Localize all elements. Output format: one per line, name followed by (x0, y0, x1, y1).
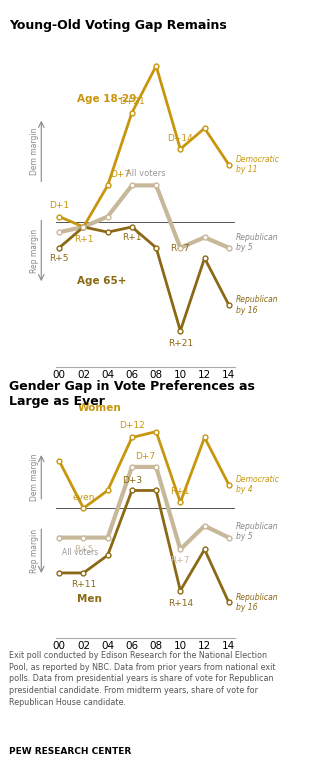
Text: D+3: D+3 (122, 475, 142, 485)
Text: Democratic
by 11: Democratic by 11 (236, 155, 280, 175)
Text: Republican
by 5: Republican by 5 (236, 233, 279, 252)
Text: Dem margin: Dem margin (30, 128, 39, 175)
Text: Gender Gap in Vote Preferences as
Large as Ever: Gender Gap in Vote Preferences as Large … (9, 380, 255, 408)
Text: Dem margin: Dem margin (30, 453, 39, 501)
Text: Men: Men (78, 594, 102, 604)
Text: All voters: All voters (126, 169, 166, 178)
Text: Rep margin: Rep margin (30, 529, 39, 574)
Text: R+5: R+5 (74, 545, 93, 553)
Text: R+7: R+7 (171, 557, 190, 566)
Text: Republican
by 16: Republican by 16 (236, 295, 279, 315)
Text: Age 18-29: Age 18-29 (78, 94, 137, 104)
Text: Republican
by 5: Republican by 5 (236, 522, 279, 541)
Text: Rep margin: Rep margin (30, 229, 39, 273)
Text: R+11: R+11 (71, 580, 96, 589)
Text: R+5: R+5 (49, 254, 69, 263)
Text: R+1: R+1 (171, 487, 190, 496)
Text: PEW RESEARCH CENTER: PEW RESEARCH CENTER (9, 747, 132, 756)
Text: R+14: R+14 (168, 599, 193, 608)
Text: Young-Old Voting Gap Remains: Young-Old Voting Gap Remains (9, 19, 227, 32)
Text: D+7: D+7 (136, 452, 156, 461)
Text: Exit poll conducted by Edison Research for the National Election
Pool, as report: Exit poll conducted by Edison Research f… (9, 651, 276, 707)
Text: D+1: D+1 (49, 201, 69, 210)
Text: D+12: D+12 (119, 421, 145, 431)
Text: Age 65+: Age 65+ (78, 276, 127, 286)
Text: D+7: D+7 (110, 170, 130, 179)
Text: D+14: D+14 (167, 134, 193, 143)
Text: Democratic
by 4: Democratic by 4 (236, 475, 280, 494)
Text: D+21: D+21 (119, 97, 145, 107)
Text: R+21: R+21 (168, 339, 193, 348)
Text: Republican
by 16: Republican by 16 (236, 593, 279, 612)
Text: R+1: R+1 (122, 233, 142, 242)
Text: R+7: R+7 (171, 244, 190, 253)
Text: R+1: R+1 (74, 235, 93, 243)
Text: All voters: All voters (62, 548, 98, 557)
Text: Women: Women (78, 403, 121, 413)
Text: even: even (72, 493, 95, 502)
